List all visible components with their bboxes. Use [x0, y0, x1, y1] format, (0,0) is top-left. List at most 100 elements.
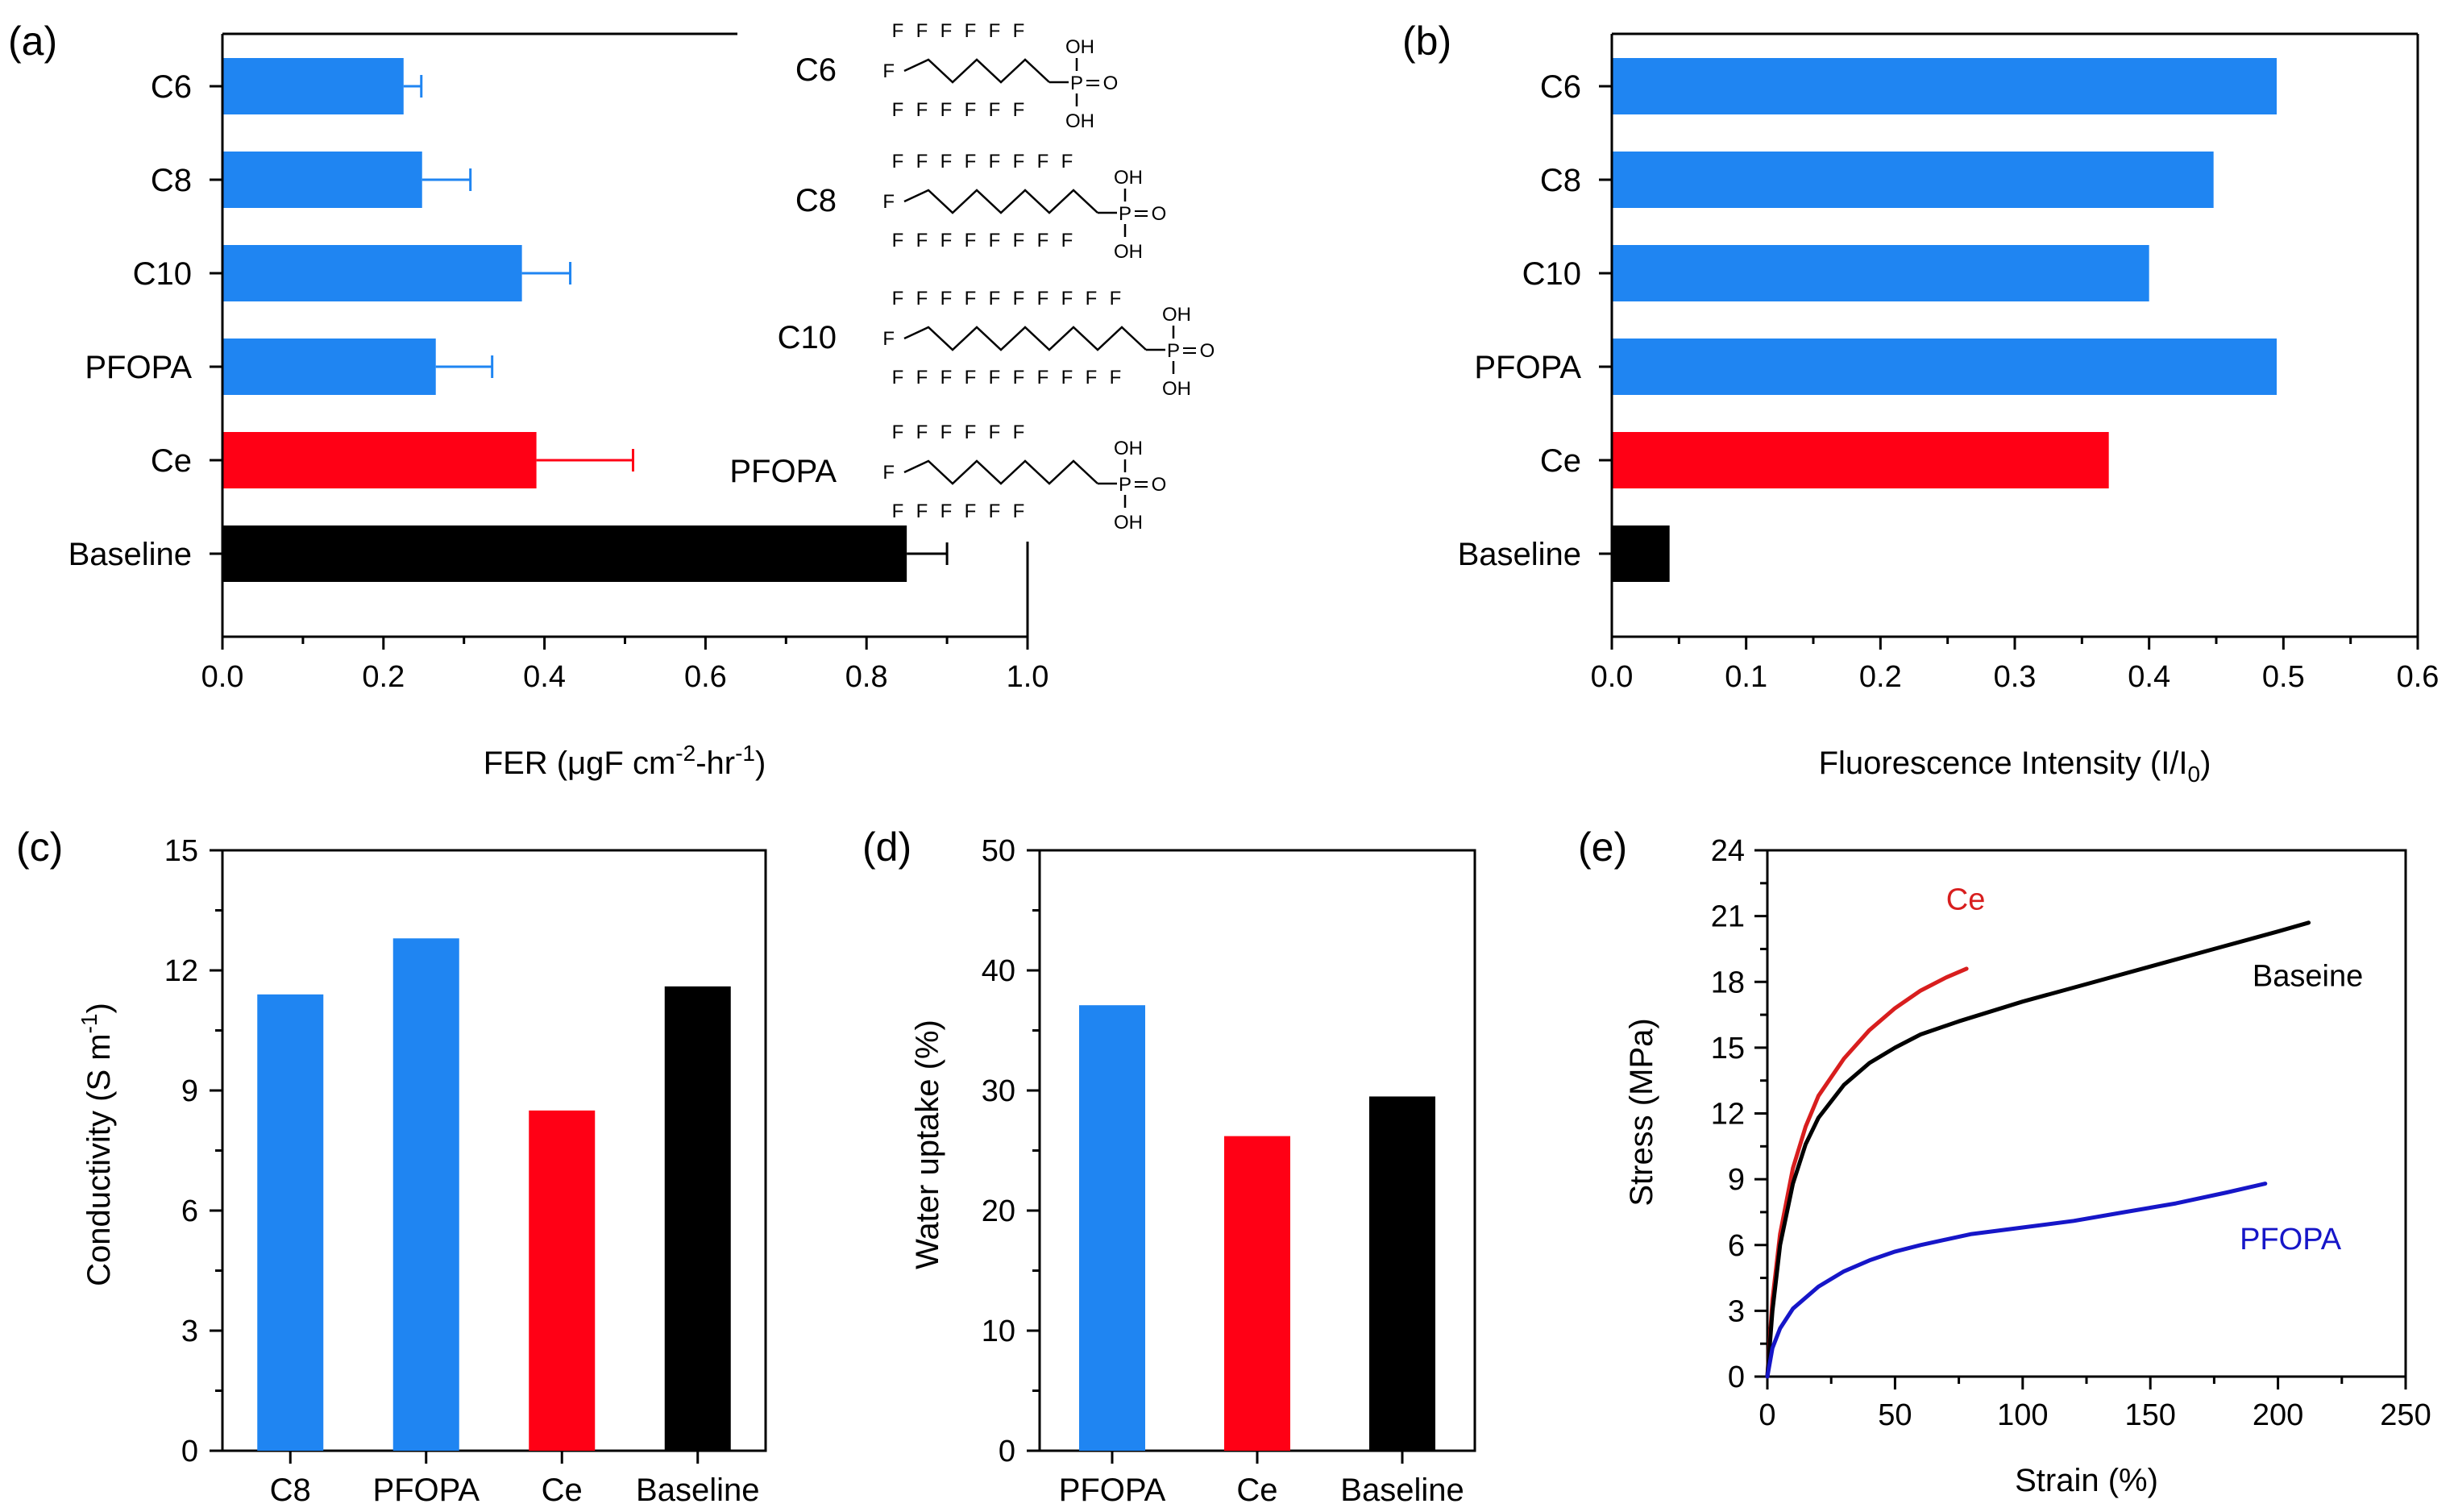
x-tick-label: 0.6 [684, 660, 727, 694]
oxygen-atom: O [1200, 340, 1215, 362]
oxygen-atom: O [1152, 474, 1167, 496]
hydroxyl-label: OH [1114, 241, 1143, 263]
series-line-pfopa [1765, 1182, 2268, 1379]
x-axis-title-sup: -1 [735, 741, 755, 766]
y-tick-label: 20 [982, 1194, 1015, 1228]
bar-baseline [1612, 525, 1670, 582]
category-label: PFOPA [1059, 1473, 1166, 1508]
structure-label: C8 [795, 183, 837, 218]
fluorine-atom: F [1061, 151, 1073, 172]
panel-label: (d) [862, 825, 911, 870]
fluorine-atom: F [1013, 20, 1025, 42]
bar-c10 [222, 245, 522, 301]
category-label: Ce [151, 443, 192, 479]
y-tick-label: 40 [982, 954, 1015, 988]
phosphorus-atom: P [1119, 474, 1131, 496]
y-tick-label: 18 [1711, 966, 1745, 999]
x-axis-title-text: ) [2200, 746, 2211, 781]
fluorine-atom: F [940, 151, 953, 172]
category-label: PFOPA [372, 1473, 480, 1508]
category-label: PFOPA [1474, 350, 1581, 385]
fluorine-atom: F [1013, 151, 1025, 172]
x-tick-label: 0.1 [1725, 660, 1767, 694]
fluorine-atom: F [1013, 288, 1025, 309]
y-axis-title-sup: -1 [77, 1014, 102, 1034]
y-tick-label: 3 [181, 1315, 198, 1348]
fluorine-atom: F [1061, 367, 1073, 388]
bar-baseline [222, 525, 907, 582]
panel-label: (a) [8, 19, 57, 64]
fluorine-atom: F [916, 151, 928, 172]
category-label: PFOPA [85, 350, 192, 385]
fluorine-atom: F [1061, 230, 1073, 251]
y-tick-label: 15 [164, 834, 198, 868]
fluorine-atom: F [940, 422, 953, 443]
fluorine-atom: F [989, 230, 1001, 251]
x-tick-label: 200 [2253, 1398, 2303, 1432]
fluorine-atom: F [1013, 501, 1025, 522]
fluorine-atom: F [940, 99, 953, 121]
fluorine-atom: F [892, 367, 904, 388]
panel-label: (c) [16, 825, 63, 870]
panel-label: (b) [1402, 19, 1451, 64]
x-axis-title-text: FER (μgF cm [484, 746, 676, 781]
bar-ce [1612, 432, 2109, 488]
x-tick-label: 0.0 [1591, 660, 1634, 694]
plot-frame [1766, 849, 2407, 1378]
category-label: Baseline [69, 537, 192, 572]
bar-c6 [222, 58, 404, 114]
fluorine-atom: F [916, 422, 928, 443]
fluorine-atom: F [1110, 367, 1122, 388]
fluorine-atom: F [916, 367, 928, 388]
fluorine-atom: F [940, 367, 953, 388]
fluorine-atom: F [916, 99, 928, 121]
carbon-chain [903, 326, 1147, 351]
fluorine-atom: F [965, 367, 977, 388]
fluorine-atom: F [882, 462, 895, 484]
phosphorus-atom: P [1119, 203, 1131, 225]
fluorine-atom: F [940, 501, 953, 522]
phosphorus-atom: P [1167, 340, 1180, 362]
fluorine-atom: F [916, 20, 928, 42]
fluorine-atom: F [1037, 288, 1049, 309]
category-label: Ce [1236, 1473, 1277, 1508]
y-axis-title-text: Conductivity (S m [81, 1033, 117, 1286]
bar-baseline [664, 986, 731, 1451]
hydroxyl-label: OH [1065, 110, 1094, 132]
panel-label: (e) [1578, 825, 1627, 870]
fluorine-atom: F [1037, 151, 1049, 172]
category-label: C8 [1540, 163, 1581, 198]
category-label: C10 [1522, 256, 1581, 292]
x-tick-label: 0 [1758, 1398, 1775, 1432]
bar-pfopa [1079, 1005, 1145, 1451]
oxygen-atom: O [1103, 73, 1119, 94]
fluorine-atom: F [965, 288, 977, 309]
fluorine-atom: F [882, 60, 895, 82]
y-axis-title: Water uptake (%) [910, 1020, 945, 1269]
category-label: Baseline [1458, 537, 1581, 572]
bar-ce [529, 1110, 596, 1451]
fluorine-atom: F [916, 230, 928, 251]
y-tick-label: 9 [181, 1074, 198, 1108]
y-tick-label: 12 [1711, 1098, 1745, 1132]
x-tick-label: 0.2 [1859, 660, 1902, 694]
series-label-pfopa: PFOPA [2240, 1223, 2342, 1257]
series-label-baseine: Baseine [2253, 960, 2363, 994]
category-label: Baseline [636, 1473, 759, 1508]
category-label: C6 [1540, 69, 1581, 105]
y-tick-label: 24 [1711, 834, 1745, 868]
fluorine-atom: F [892, 20, 904, 42]
hydroxyl-label: OH [1114, 438, 1143, 459]
bar-ce [222, 432, 537, 488]
category-label: Ce [542, 1473, 583, 1508]
fluorine-atom: F [989, 99, 1001, 121]
y-tick-label: 21 [1711, 900, 1745, 934]
fluorine-atom: F [989, 151, 1001, 172]
series-label-ce: Ce [1946, 883, 1986, 916]
carbon-chain [903, 58, 1050, 84]
fluorine-atom: F [1086, 288, 1098, 309]
fluorine-atom: F [1110, 288, 1122, 309]
structure-label: PFOPA [729, 454, 837, 489]
